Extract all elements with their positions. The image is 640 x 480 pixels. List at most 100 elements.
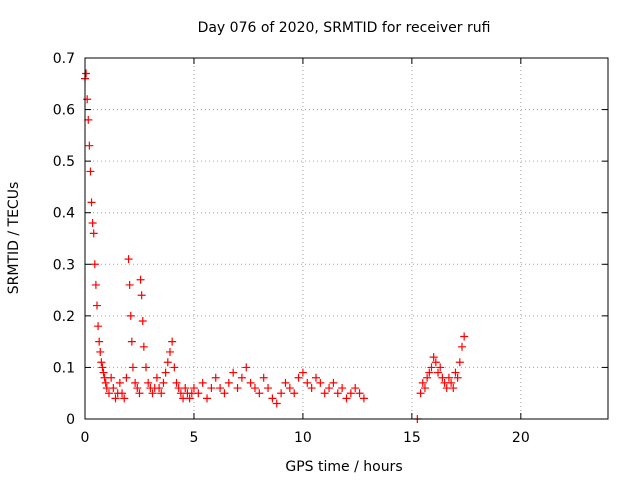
data-point bbox=[142, 363, 151, 372]
y-tick-label: 0.6 bbox=[53, 103, 75, 119]
data-point bbox=[272, 399, 281, 408]
data-point bbox=[338, 384, 347, 393]
axis-ticks: 0 5 10 15 20 0 0.1 0.2 0.3 0.4 0.5 0.6 0.7 bbox=[53, 51, 608, 446]
data-point bbox=[136, 275, 145, 284]
data-point bbox=[85, 141, 94, 150]
data-point bbox=[181, 384, 190, 393]
data-point bbox=[99, 368, 108, 377]
y-tick-label: 0.5 bbox=[53, 154, 75, 170]
data-point bbox=[165, 347, 174, 356]
data-point bbox=[189, 384, 198, 393]
data-point bbox=[250, 384, 259, 393]
data-point bbox=[207, 384, 216, 393]
data-point bbox=[451, 368, 460, 377]
data-point bbox=[355, 389, 364, 398]
data-point bbox=[224, 378, 233, 387]
x-tick-label: 15 bbox=[403, 430, 421, 446]
data-point bbox=[460, 332, 469, 341]
data-point bbox=[87, 198, 96, 207]
data-point bbox=[447, 378, 456, 387]
data-point bbox=[104, 389, 113, 398]
data-point bbox=[91, 280, 100, 289]
data-point bbox=[229, 368, 238, 377]
data-point bbox=[82, 69, 91, 78]
chart-title: Day 076 of 2020, SRMTID for receiver ruf… bbox=[198, 20, 491, 36]
data-point bbox=[216, 384, 225, 393]
data-point bbox=[185, 394, 194, 403]
data-point bbox=[155, 384, 164, 393]
data-point bbox=[277, 389, 286, 398]
data-point bbox=[285, 384, 294, 393]
x-tick-label: 5 bbox=[189, 430, 198, 446]
data-point bbox=[109, 384, 118, 393]
data-point bbox=[95, 337, 104, 346]
data-point bbox=[90, 260, 99, 269]
data-point bbox=[161, 368, 170, 377]
data-point bbox=[431, 358, 440, 367]
x-tick-label: 10 bbox=[294, 430, 312, 446]
data-point bbox=[135, 389, 144, 398]
data-point bbox=[359, 394, 368, 403]
y-tick-label: 0 bbox=[66, 412, 75, 428]
data-point bbox=[194, 389, 203, 398]
data-point bbox=[316, 378, 325, 387]
data-points bbox=[81, 69, 469, 423]
data-point bbox=[168, 337, 177, 346]
data-point bbox=[126, 311, 135, 320]
y-tick-label: 0.1 bbox=[53, 360, 75, 376]
data-point bbox=[290, 389, 299, 398]
data-point bbox=[246, 378, 255, 387]
data-point bbox=[333, 389, 342, 398]
data-point bbox=[131, 378, 140, 387]
data-point bbox=[427, 363, 436, 372]
x-tick-label: 20 bbox=[512, 430, 530, 446]
data-point bbox=[111, 394, 120, 403]
data-point bbox=[444, 373, 453, 382]
data-point bbox=[148, 389, 157, 398]
y-tick-label: 0.7 bbox=[53, 51, 75, 67]
data-point bbox=[423, 373, 432, 382]
data-point bbox=[96, 347, 105, 356]
data-point bbox=[311, 373, 320, 382]
data-point bbox=[122, 373, 131, 382]
data-point bbox=[264, 384, 273, 393]
x-tick-label: 0 bbox=[81, 430, 90, 446]
data-point bbox=[125, 280, 134, 289]
data-point bbox=[233, 384, 242, 393]
data-point bbox=[198, 378, 207, 387]
data-point bbox=[434, 368, 443, 377]
data-point bbox=[84, 115, 93, 124]
data-point bbox=[237, 373, 246, 382]
data-point bbox=[259, 373, 268, 382]
data-point bbox=[457, 342, 466, 351]
data-point bbox=[342, 394, 351, 403]
data-point bbox=[172, 378, 181, 387]
data-point bbox=[346, 389, 355, 398]
data-point bbox=[242, 363, 251, 372]
data-point bbox=[307, 384, 316, 393]
data-point bbox=[128, 363, 137, 372]
data-point bbox=[325, 384, 334, 393]
data-point bbox=[88, 219, 97, 228]
data-point bbox=[418, 378, 427, 387]
y-tick-label: 0.4 bbox=[53, 206, 75, 222]
y-axis-label: SRMTID / TECUs bbox=[6, 182, 22, 295]
data-point bbox=[133, 384, 142, 393]
data-point bbox=[157, 389, 166, 398]
data-point bbox=[97, 358, 106, 367]
data-point bbox=[203, 394, 212, 403]
data-point bbox=[137, 291, 146, 300]
data-point bbox=[118, 389, 127, 398]
data-point bbox=[89, 229, 98, 238]
data-point bbox=[152, 373, 161, 382]
data-point bbox=[255, 389, 264, 398]
data-point bbox=[268, 394, 277, 403]
data-point bbox=[127, 337, 136, 346]
data-point bbox=[124, 255, 133, 264]
data-point bbox=[329, 378, 338, 387]
data-point bbox=[416, 389, 425, 398]
data-point bbox=[425, 368, 434, 377]
data-point bbox=[138, 317, 147, 326]
data-point bbox=[420, 384, 429, 393]
